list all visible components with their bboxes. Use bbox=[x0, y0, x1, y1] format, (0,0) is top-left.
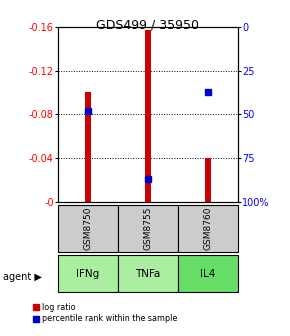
Bar bbox=[178, 205, 238, 252]
Text: GDS499 / 35950: GDS499 / 35950 bbox=[96, 18, 200, 32]
Bar bbox=[118, 255, 178, 292]
Bar bbox=[178, 255, 238, 292]
Bar bbox=[205, 158, 211, 202]
Text: GSM8755: GSM8755 bbox=[143, 207, 153, 250]
Text: GSM8750: GSM8750 bbox=[84, 207, 93, 250]
Bar bbox=[145, 30, 151, 202]
Text: GSM8760: GSM8760 bbox=[203, 207, 212, 250]
Legend: log ratio, percentile rank within the sample: log ratio, percentile rank within the sa… bbox=[33, 303, 177, 324]
Bar bbox=[85, 92, 91, 202]
Bar bbox=[118, 205, 178, 252]
Text: TNFa: TNFa bbox=[135, 269, 161, 279]
Bar bbox=[145, 30, 151, 202]
Bar bbox=[58, 205, 118, 252]
Text: IL4: IL4 bbox=[200, 269, 215, 279]
Bar bbox=[85, 92, 91, 202]
Bar bbox=[58, 255, 118, 292]
Bar bbox=[205, 158, 211, 202]
Text: agent ▶: agent ▶ bbox=[3, 272, 42, 282]
Text: IFNg: IFNg bbox=[76, 269, 99, 279]
